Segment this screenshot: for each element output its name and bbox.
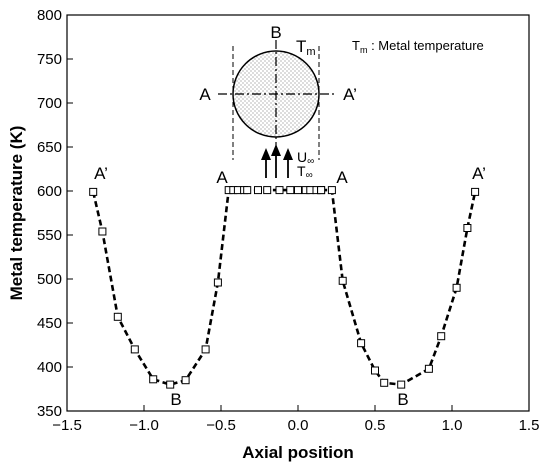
y-tick-label: 800	[37, 7, 62, 24]
data-point	[371, 366, 379, 375]
x-tick-label: −1.5	[52, 417, 82, 434]
data-point	[113, 312, 122, 321]
data-point	[294, 186, 302, 195]
x-tick-label: 0.0	[288, 417, 309, 434]
data-point	[130, 345, 139, 354]
data-point	[437, 332, 446, 341]
annot-b-left: B	[170, 390, 181, 409]
y-axis-title: Metal temperature (K)	[7, 126, 26, 301]
inset-label-a: A	[199, 85, 211, 104]
data-point	[243, 186, 252, 195]
y-tick-label: 700	[37, 95, 62, 112]
x-tick-label: 1.0	[442, 417, 463, 434]
data-point	[471, 187, 480, 196]
data-point	[452, 283, 461, 292]
y-tick-label: 350	[37, 403, 62, 420]
inset-label-tm: Tm	[296, 37, 316, 58]
inset-label-b: B	[270, 23, 281, 42]
y-tick-label: 500	[37, 271, 62, 288]
x-tick-label: −1.0	[129, 417, 159, 434]
y-tick-label: 600	[37, 183, 62, 200]
annot-a-mid-right: A	[336, 168, 348, 187]
data-point	[254, 186, 262, 195]
y-tick-label: 450	[37, 315, 62, 332]
data-series	[89, 186, 480, 389]
x-tick-label: −0.5	[206, 417, 236, 434]
y-tick-label: 750	[37, 51, 62, 68]
data-point	[397, 380, 406, 389]
data-point	[357, 339, 366, 348]
series-line-1	[91, 188, 322, 386]
flow-arrows	[261, 144, 293, 178]
series-line-2	[321, 188, 477, 386]
annot-b-right: B	[397, 390, 408, 409]
data-point	[327, 186, 336, 195]
data-point	[201, 345, 210, 354]
data-point	[463, 224, 472, 232]
data-point	[181, 376, 190, 385]
data-point	[263, 186, 272, 195]
data-point	[213, 278, 222, 287]
legend-note: Tm : Metal temperature	[352, 38, 484, 55]
data-point	[380, 378, 389, 387]
data-point	[166, 380, 175, 389]
plot-frame	[66, 14, 530, 412]
inset-label-a-prime: A’	[343, 85, 357, 104]
annot-a-mid-left: A	[216, 168, 228, 187]
data-point	[317, 186, 326, 195]
y-tick-label: 650	[37, 139, 62, 156]
x-tick-label: 0.5	[365, 417, 386, 434]
data-point	[149, 375, 158, 384]
data-point	[275, 186, 284, 195]
y-tick-label: 550	[37, 227, 62, 244]
cross-section-diagram: B A A’ Tm U∞ T∞	[199, 23, 357, 181]
x-tick-label: 1.5	[519, 417, 540, 434]
data-point	[424, 364, 433, 373]
data-point	[98, 227, 107, 236]
annot-a-prime-left: A’	[94, 164, 108, 183]
label-t-infinity: T∞	[297, 163, 313, 181]
label-u-infinity: U∞	[297, 149, 314, 167]
axis-ticks: −1.5 −1.0 −0.5 0.0 0.5 1.0 1.5 350 400 450 500 550 6…	[37, 7, 539, 434]
y-tick-label: 400	[37, 359, 62, 376]
x-axis-title: Axial position	[242, 443, 353, 462]
data-point	[89, 187, 98, 196]
data-point	[338, 276, 347, 285]
data-point	[286, 186, 295, 195]
annot-a-prime-right: A’	[472, 164, 486, 183]
